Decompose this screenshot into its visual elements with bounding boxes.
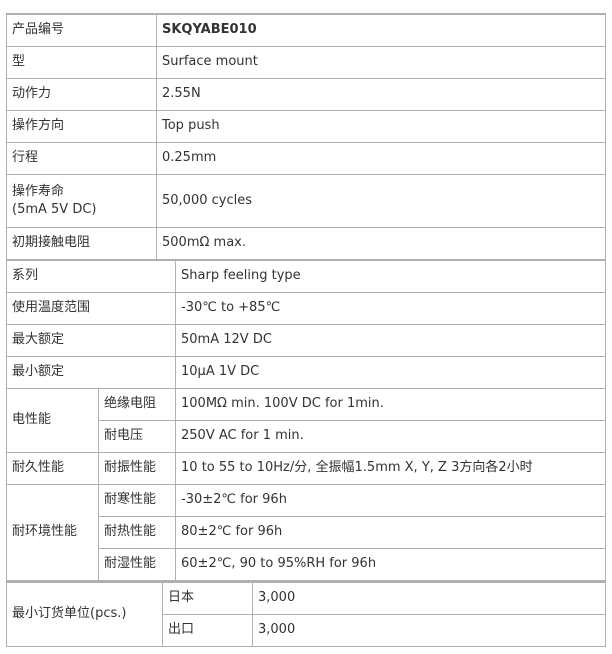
row-label: 操作方向: [6, 109, 157, 143]
table-row: 耐久性能 耐振性能 10 to 55 to 10Hz/分, 全振幅1.5mm X, …: [6, 451, 606, 485]
row-label: 操作寿命: [12, 183, 65, 199]
row-label: 最小额定: [5, 355, 177, 389]
row-value: 250V AC for 1 min.: [175, 419, 606, 453]
row-label: 初期接触电阻: [6, 226, 157, 260]
group-label: 电性能: [6, 387, 99, 453]
table-row: 电性能 绝缘电阻 100MΩ min. 100V DC for 1min.: [6, 387, 606, 453]
row-value: 60±2℃, 90 to 95%RH for 96h: [175, 547, 606, 581]
row-label: 动作力: [6, 77, 157, 111]
row-value: 50mA 12V DC: [175, 323, 606, 357]
sub-label: 出口: [162, 613, 253, 647]
row-value: 0.25mm: [156, 141, 606, 175]
table-row: 最大额定 50mA 12V DC: [5, 323, 606, 357]
row-value: Sharp feeling type: [175, 259, 606, 293]
moq-table: 最小订货单位(pcs.) 日本 3,000 出口 3,000: [6, 581, 606, 647]
table-row: 动作力 2.55N: [6, 77, 606, 111]
row-label: 型: [6, 45, 157, 79]
row-value: 80±2℃ for 96h: [175, 515, 606, 549]
row-label-sub: (5mA 5V DC): [12, 201, 97, 217]
table-row: 最小额定 10μA 1V DC: [5, 355, 606, 389]
sub-label: 耐热性能: [97, 515, 177, 549]
table-row: 操作寿命 (5mA 5V DC) 50,000 cycles: [6, 173, 606, 228]
table-row: 初期接触电阻 500mΩ max.: [6, 226, 606, 260]
product-number: SKQYABE010: [162, 22, 257, 38]
group-label: 耐环境性能: [6, 483, 99, 581]
sub-label: 日本: [162, 581, 253, 615]
table-row: 行程 0.25mm: [6, 141, 606, 175]
row-value: 10μA 1V DC: [175, 355, 606, 389]
table-row: 耐湿性能 60±2℃, 90 to 95%RH for 96h: [7, 547, 606, 581]
table-row: 最小订货单位(pcs.) 日本 3,000: [6, 581, 606, 647]
row-value: -30±2℃ for 96h: [175, 483, 606, 517]
sub-label: 耐寒性能: [97, 483, 177, 517]
group-label: 最小订货单位(pcs.): [6, 581, 163, 647]
row-value: 10 to 55 to 10Hz/分, 全振幅1.5mm X, Y, Z 3方向…: [175, 451, 606, 485]
row-value: 3,000: [252, 613, 606, 647]
row-value: Surface mount: [156, 45, 606, 79]
row-label: 最大额定: [5, 323, 177, 357]
table-row: 系列 Sharp feeling type: [5, 259, 606, 293]
table-row: 耐电压 250V AC for 1 min.: [7, 419, 606, 453]
sub-label: 耐振性能: [97, 451, 177, 485]
row-label: 产品编号: [6, 13, 157, 47]
spec-table-performance: 系列 Sharp feeling type 使用温度范围 -30℃ to +85℃ …: [5, 259, 606, 581]
sub-label: 耐电压: [97, 419, 177, 453]
table-row: 型 Surface mount: [6, 45, 606, 79]
row-value: 100MΩ min. 100V DC for 1min.: [175, 387, 606, 421]
table-row: 耐热性能 80±2℃ for 96h: [7, 515, 606, 549]
row-value: Top push: [156, 109, 606, 143]
row-value: 50,000 cycles: [156, 173, 606, 228]
sub-label: 绝缘电阻: [97, 387, 177, 421]
row-value: 500mΩ max.: [156, 226, 606, 260]
row-label: 使用温度范围: [5, 291, 177, 325]
row-value: 3,000: [252, 581, 606, 615]
sub-label: 耐湿性能: [97, 547, 177, 581]
group-label: 耐久性能: [6, 451, 99, 485]
row-label: 行程: [6, 141, 157, 175]
table-row: 使用温度范围 -30℃ to +85℃: [5, 291, 606, 325]
row-value: 2.55N: [156, 77, 606, 111]
row-value: -30℃ to +85℃: [175, 291, 606, 325]
table-row: 产品编号 SKQYABE010: [6, 13, 606, 47]
table-row: 耐环境性能 耐寒性能 -30±2℃ for 96h: [6, 483, 606, 581]
table-row: 操作方向 Top push: [6, 109, 606, 143]
row-label: 系列: [5, 259, 177, 293]
spec-table-basic: 产品编号 SKQYABE010 型 Surface mount 动作力 2.55N 操…: [6, 13, 606, 260]
table-row: 出口 3,000: [7, 613, 606, 647]
